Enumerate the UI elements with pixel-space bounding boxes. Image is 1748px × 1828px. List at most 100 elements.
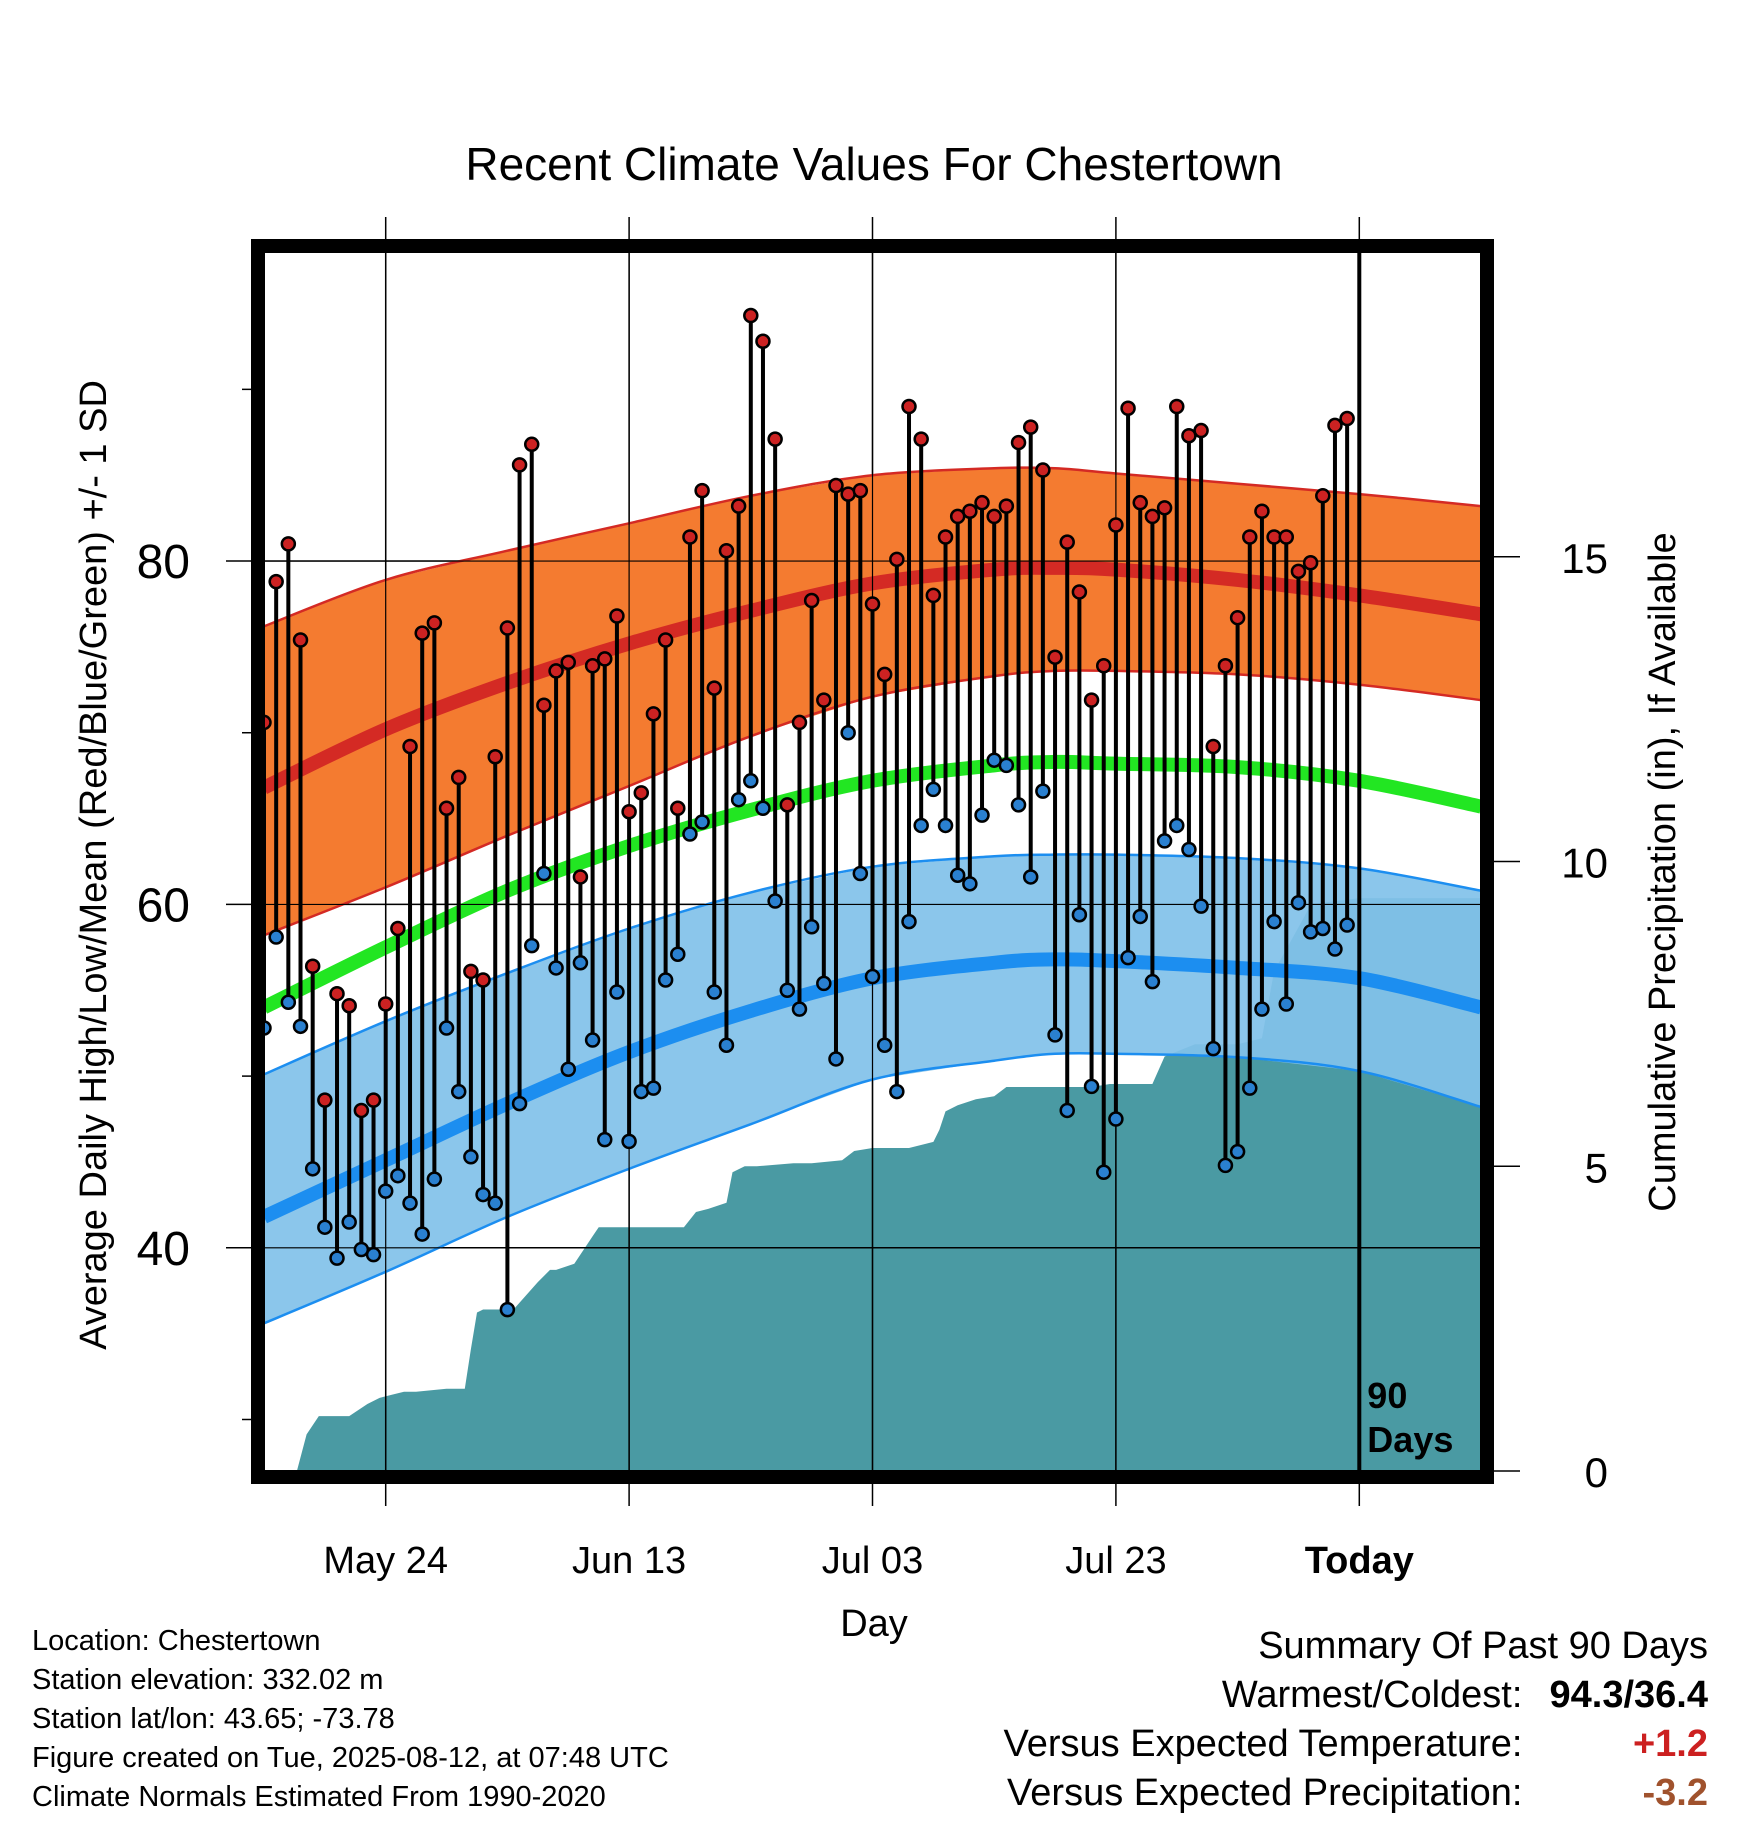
daily-high-point [767,431,783,447]
daily-low-point [1108,1111,1124,1127]
normals-text: Climate Normals Estimated From 1990-2020 [32,1781,606,1813]
daily-high-point [779,797,796,813]
station-info: Location: Chestertown Station elevation:… [32,1622,669,1817]
daily-high-point [937,529,954,545]
daily-low-point [876,1037,893,1053]
daily-high-point [986,508,1002,525]
daily-high-point [1217,658,1234,674]
daily-high-point [706,680,723,696]
daily-high-point [998,498,1015,514]
daily-high-point [268,573,284,590]
daily-low-point [694,814,710,830]
daily-high-point [803,592,820,609]
daily-low-point [264,1020,272,1036]
daily-low-point [803,918,820,935]
daily-high-point [1095,658,1112,674]
daily-low-point [487,1195,503,1211]
daily-low-point [791,1001,808,1017]
daily-high-point [609,608,625,624]
daily-low-point [670,946,686,962]
daily-low-point [1181,841,1197,858]
daily-low-point [280,994,297,1011]
y2-tick-label: 15 [1561,535,1608,582]
daily-high-point [621,803,637,820]
daily-low-point [1095,1164,1112,1181]
normal-high-line [264,560,1481,795]
daily-high-point [597,651,613,667]
daily-high-point [1315,488,1331,504]
daily-low-point [828,1051,844,1067]
daily-low-point [901,913,917,930]
daily-low-point [913,817,929,834]
daily-high-point [1022,419,1039,435]
daily-high-point [1254,503,1270,520]
daily-high-point [1193,422,1209,439]
daily-low-point [463,1149,479,1165]
y2-tick-label: 5 [1585,1144,1608,1191]
x-tick-label: Jul 03 [822,1540,923,1582]
daily-low-point [1217,1157,1234,1174]
daily-low-point [1290,894,1307,911]
daily-low-point [304,1161,321,1177]
daily-high-point [499,620,516,636]
location-text: Location: Chestertown [32,1625,321,1657]
daily-high-point [1108,517,1124,533]
daily-low-point [365,1246,382,1263]
daily-low-point [743,773,759,789]
daily-low-point [523,937,540,954]
y2-axis-label: Cumulative Precipitation (in), If Availa… [1642,532,1684,1211]
daily-high-point [657,632,674,648]
daily-high-point [292,632,309,648]
daily-high-point [670,800,686,817]
daily-low-point [730,791,747,808]
daily-high-point [1229,609,1246,626]
daily-high-point [450,769,467,786]
daily-high-point [682,529,698,545]
daily-low-point [755,800,771,817]
y-tick-label: 80 [137,536,190,589]
daily-low-point [438,1020,455,1036]
daily-low-point [560,1061,576,1077]
daily-low-point [1022,869,1039,885]
daily-high-point [280,536,297,552]
y-tick-label: 60 [137,879,190,932]
plot-frame [251,239,1494,1484]
daily-high-point [353,1102,370,1119]
daily-high-point [864,596,881,612]
high-upper-edge [264,466,1481,628]
daily-high-point [1010,434,1027,451]
daily-low-point [475,1186,491,1203]
daily-high-point [463,963,479,980]
daily-high-point [304,958,321,974]
y2-tick-label: 0 [1585,1449,1608,1496]
daily-low-point [1035,783,1051,799]
daily-low-point [1266,913,1282,930]
y-tick-label: 40 [137,1223,190,1276]
daily-low-point [414,1226,430,1242]
daily-high-point [584,658,601,674]
precipitation-departure-row: Versus Expected Precipitation: -3.2 [1004,1769,1708,1818]
daily-high-point [377,996,394,1012]
daily-high-point [572,869,589,885]
daily-low-point [1071,906,1088,923]
daily-low-point [925,781,942,798]
created-text: Figure created on Tue, 2025-08-12, at 07… [32,1742,669,1774]
daily-low-point [864,968,881,985]
daily-high-point [560,654,576,671]
daily-high-point [1169,398,1185,415]
daily-high-point [1071,584,1088,600]
daily-low-point [1120,949,1136,966]
daily-high-point [548,663,564,679]
summary-panel: Summary Of Past 90 Days Warmest/Coldest:… [1004,1622,1708,1818]
daily-high-point [1035,462,1051,478]
axes: May 24 Jun 13 Jul 03 Jul 23 Today 40 60 80 0 5 10 1… [137,217,1608,1582]
precipitation-departure-label: Versus Expected Precipitation: [1007,1772,1523,1814]
daily-low-point [584,1032,601,1048]
daily-low-point [937,817,954,834]
daily-high-point [852,482,869,499]
daily-high-point [1242,529,1258,545]
high-lower-edge [264,669,1481,937]
x-tick-label: May 24 [323,1540,448,1582]
